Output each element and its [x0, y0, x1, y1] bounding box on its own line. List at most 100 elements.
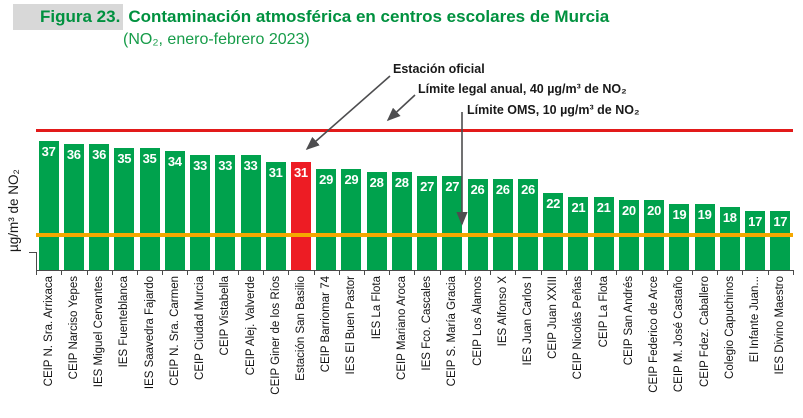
x-tick-label: CEIP La Flota	[597, 276, 610, 348]
bar-value: 33	[193, 157, 207, 173]
x-axis-tick	[389, 270, 391, 275]
annotation-oms-limit: Límite OMS, 10 µg/m³ de NO₂	[467, 103, 640, 117]
bar-value: 31	[293, 164, 308, 180]
x-axis-tick	[742, 270, 744, 275]
bar-value: 34	[167, 154, 182, 169]
x-axis-tick	[641, 270, 643, 275]
x-tick-label: CEIP Federico de Arce	[648, 276, 661, 393]
bar-value: 26	[470, 182, 485, 197]
x-axis-tick	[212, 270, 214, 275]
x-axis-tick	[591, 270, 593, 275]
bar-value: 20	[621, 203, 636, 218]
arrow-official-station-icon	[305, 75, 391, 151]
x-tick-label: Estación San Basilio	[294, 276, 307, 381]
x-tick-label: IES Saavedra Fajardo	[143, 276, 156, 390]
bar: 33	[190, 154, 210, 270]
x-tick-label: IES Alfonso X	[496, 276, 509, 347]
x-tick-label: CEIP Narciso Yepes	[67, 276, 80, 380]
x-axis-tick	[263, 270, 265, 275]
bar: 36	[89, 144, 110, 270]
bar-value: 18	[722, 210, 737, 225]
x-tick-label: CEIP Mariano Aroca	[395, 276, 408, 380]
bar-value: 28	[369, 175, 384, 190]
x-tick-label: CEIP M. José Castaño	[673, 276, 686, 393]
x-tick-label: CEIP Barriomar 74	[320, 276, 333, 373]
bar-value: 37	[41, 143, 56, 159]
bar: 26	[492, 179, 513, 270]
x-tick-label: CEIP Vistabella	[219, 276, 232, 356]
bar-value: 33	[218, 157, 233, 173]
x-tick-label: CEIP N. Sra. Carmen	[168, 276, 181, 386]
bar: 22	[543, 193, 564, 270]
x-axis-tick	[439, 270, 441, 275]
bar-value: 27	[445, 178, 460, 194]
x-axis-tick	[616, 270, 618, 275]
x-tick-label: CEIP Giner de los Ríos	[269, 276, 282, 395]
x-tick-label: CEIP Alej. Valverde	[244, 276, 257, 376]
x-axis-tick	[136, 270, 138, 275]
x-tick-label: CEIP Fdez. Caballero	[698, 276, 711, 388]
bar-value: 33	[243, 157, 258, 173]
x-tick-label: CEIP Ciudad Murcia	[194, 276, 206, 380]
x-axis-tick	[288, 270, 290, 275]
bar-value: 17	[773, 213, 788, 229]
figure-number-badge: Figura 23.	[13, 4, 124, 30]
bar: 26	[467, 179, 488, 270]
x-axis-tick	[36, 270, 37, 275]
x-tick-label: Colegio Capuchinos	[723, 276, 736, 379]
x-axis-tick	[414, 270, 416, 275]
x-axis-tick	[187, 270, 189, 275]
bar-value: 26	[495, 182, 510, 197]
bar: 35	[139, 147, 160, 270]
x-axis-tick	[565, 270, 567, 275]
bar: 33	[215, 154, 236, 270]
bar-value: 26	[521, 182, 535, 197]
x-tick-label: CEIP Nicolás Peñas	[572, 276, 585, 380]
oms-limit-line	[36, 233, 793, 237]
bar: 27	[442, 175, 463, 270]
x-tick-label: IES El Buen Pastor	[345, 276, 358, 375]
x-tick-label: CEIP Los Álamos	[471, 276, 484, 366]
bar: 33	[240, 154, 261, 270]
y-axis-stub	[36, 252, 37, 270]
x-tick-label: IES Divino Maestro	[774, 276, 787, 375]
bar-highlight: 31	[290, 161, 311, 270]
x-axis-tick	[792, 270, 794, 275]
bar-value: 21	[571, 199, 586, 215]
bar: 36	[63, 144, 84, 270]
bar: 28	[391, 172, 412, 270]
bar: 31	[265, 161, 286, 270]
x-axis-tick	[237, 270, 239, 275]
y-axis-label: µg/m³ de NO₂	[6, 169, 21, 252]
bar-value: 22	[546, 196, 561, 211]
x-axis-tick	[464, 270, 466, 275]
bar: 35	[114, 147, 135, 270]
x-axis-tick	[313, 270, 315, 275]
x-axis-tick	[111, 270, 113, 275]
bar: 18	[719, 207, 740, 270]
x-tick-label: IES Fco. Cascales	[421, 276, 434, 371]
figure-title-row: Figura 23. Contaminación atmosférica en c…	[13, 4, 609, 30]
x-axis-tick	[338, 270, 340, 275]
x-axis-tick	[717, 270, 719, 275]
bar: 34	[164, 151, 185, 270]
bar-value: 36	[66, 147, 81, 162]
y-axis-tick	[29, 252, 37, 253]
x-axis-tick	[162, 270, 164, 275]
x-axis-tick	[515, 270, 517, 275]
x-tick-label: IES Fuenteblanca	[118, 276, 131, 368]
bar-value: 19	[697, 206, 712, 222]
annotation-official-station: Estación oficial	[393, 62, 485, 76]
bar-value: 17	[748, 213, 763, 229]
x-axis-tick	[364, 270, 365, 275]
x-tick-label: El Infante Juan...	[749, 276, 762, 363]
x-tick-label: IES La Flota	[370, 276, 383, 340]
bar-value: 28	[394, 175, 409, 190]
bar-value: 29	[319, 171, 334, 187]
bar: 17	[770, 210, 791, 270]
x-axis-tick	[666, 270, 668, 275]
x-tick-label: CEIP N. Sra. Arrixaca	[42, 276, 55, 387]
x-axis-tick	[61, 270, 63, 275]
x-axis-tick	[692, 270, 693, 275]
